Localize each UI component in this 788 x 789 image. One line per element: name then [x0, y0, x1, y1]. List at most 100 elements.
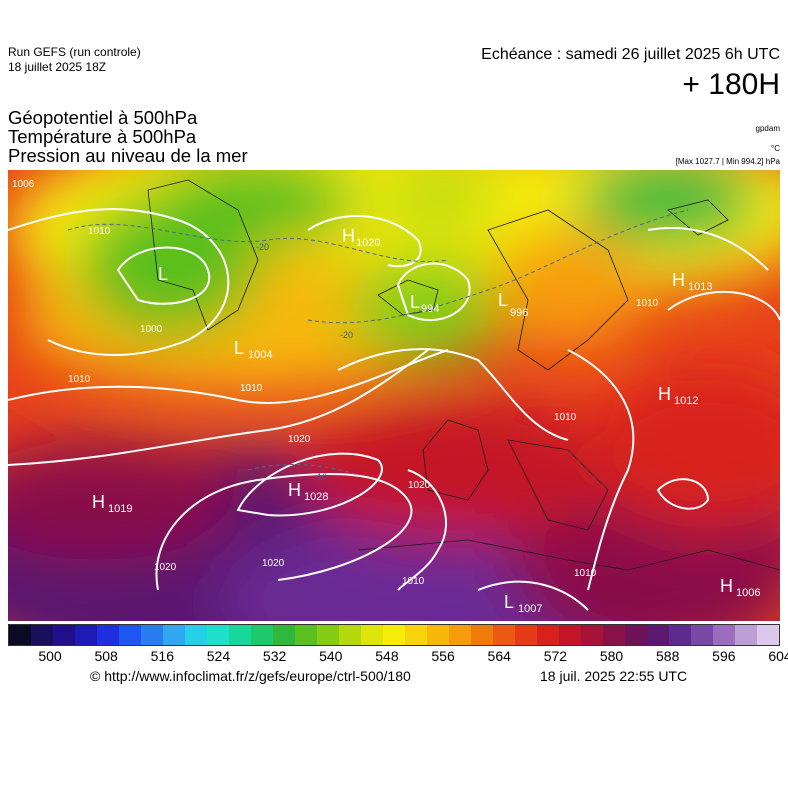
title-geopotential: Géopotentiel à 500hPa [8, 107, 198, 128]
center-h-1006-value: 1006 [736, 587, 760, 599]
colorbar [8, 624, 780, 646]
colorbar-swatch [647, 625, 669, 645]
source-url: © http://www.infoclimat.fr/z/gefs/europe… [90, 668, 411, 684]
center-l-1004-value: 1004 [248, 349, 272, 361]
colorbar-swatch [361, 625, 383, 645]
center-h-1012-value: 1012 [674, 395, 698, 407]
map-titles: Géopotentiel à 500hPa Température à 500h… [8, 108, 248, 165]
colorbar-swatch [735, 625, 757, 645]
colorbar-tick-label: 532 [262, 648, 287, 664]
unit-geopotential: gpdam [755, 124, 780, 133]
unit-pressure: [Max 1027.7 | Min 994.2] hPa [675, 157, 780, 166]
center-h-1028-letter: H [288, 480, 301, 500]
isobar-label: 1010 [574, 568, 597, 579]
colorbar-tick-label: 564 [487, 648, 511, 664]
colorbar-tick-label: 572 [543, 648, 568, 664]
colorbar-swatch [383, 625, 405, 645]
colorbar-swatch [603, 625, 625, 645]
run-label: Run GEFS (run controle) [8, 45, 141, 59]
isotherm-label: -20 [256, 242, 269, 252]
center-l-1004-letter: L [234, 338, 244, 358]
center-h-1019-letter: H [92, 492, 105, 512]
center-h-1012-letter: H [658, 384, 671, 404]
center-l-994-value: 994 [421, 303, 439, 315]
isobar-label: 1010 [240, 383, 263, 394]
center-h-1013-value: 1013 [688, 281, 712, 293]
colorbar-tick-label: 508 [94, 648, 118, 664]
colorbar-swatch [515, 625, 537, 645]
center-h-1019-value: 1019 [108, 503, 132, 515]
colorbar-swatch [229, 625, 251, 645]
isobar-label: 1006 [12, 179, 35, 190]
map-labels: H 1020 L 994 H 1013 H 1012 H 1019 H 1028… [12, 179, 760, 615]
isobar-label: 1020 [288, 434, 311, 445]
colorbar-swatch [713, 625, 735, 645]
isobar-label: 1020 [154, 562, 177, 573]
colorbar-tick-label: 604 [768, 648, 788, 664]
colorbar-swatch [339, 625, 361, 645]
isobar-label: 1000 [140, 324, 163, 335]
colorbar-swatch [691, 625, 713, 645]
colorbar-tick-label: 580 [599, 648, 624, 664]
center-h-1006-letter: H [720, 576, 733, 596]
isotherms [67, 209, 689, 476]
isotherm-label: -20 [340, 330, 353, 340]
colorbar-swatch [207, 625, 229, 645]
center-h-1020-letter: H [342, 226, 355, 246]
colorbar-swatch [163, 625, 185, 645]
colorbar-swatch [53, 625, 75, 645]
colorbar-tick-label: 540 [319, 648, 343, 664]
colorbar-swatch [449, 625, 471, 645]
isobar-label: 1010 [68, 374, 91, 385]
colorbar-tick-label: 588 [656, 648, 680, 664]
isotherm-label: -10 [314, 472, 327, 482]
colorbar-ticks: 500 508 516 524 532 540 548 556 564 572 580 588 596 6… [8, 648, 788, 666]
colorbar-tick-label: 500 [38, 648, 62, 664]
colorbar-swatch [317, 625, 339, 645]
colorbar-swatch [295, 625, 317, 645]
center-h-1013-letter: H [672, 270, 685, 290]
weather-map: H 1020 L 994 H 1013 H 1012 H 1019 H 1028… [8, 170, 780, 621]
unit-temperature: °C [771, 144, 780, 153]
isobar-label: 1010 [402, 576, 425, 587]
colorbar-swatch [493, 625, 515, 645]
colorbar-swatch [97, 625, 119, 645]
colorbar-tick-label: 516 [150, 648, 174, 664]
colorbar-swatch [581, 625, 603, 645]
isobar-label: 1020 [262, 558, 285, 569]
center-l-994-letter: L [410, 292, 420, 312]
center-l-west-letter: L [158, 264, 168, 284]
colorbar-swatch [75, 625, 97, 645]
colorbar-swatch [471, 625, 493, 645]
colorbar-swatch [9, 625, 31, 645]
colorbar-swatch [141, 625, 163, 645]
colorbar-swatch [427, 625, 449, 645]
title-pressure: Pression au niveau de la mer [8, 145, 248, 166]
title-temperature: Température à 500hPa [8, 126, 197, 147]
center-h-1020-value: 1020 [356, 237, 380, 249]
center-l-996-value: 996 [510, 307, 528, 319]
colorbar-tick-label: 524 [206, 648, 231, 664]
colorbar-swatch [559, 625, 581, 645]
colorbar-swatch [757, 625, 779, 645]
colorbar-tick-label: 556 [431, 648, 455, 664]
isobar-label: 1010 [554, 412, 577, 423]
center-h-1028-value: 1028 [304, 491, 328, 503]
colorbar-swatches [8, 624, 780, 646]
isobar-label: 1020 [408, 480, 431, 491]
center-l-996-letter: L [498, 290, 508, 310]
isobar-label: 1010 [88, 226, 111, 237]
colorbar-swatch [31, 625, 53, 645]
colorbar-swatch [537, 625, 559, 645]
echeance-label: Echéance : samedi 26 juillet 2025 6h UTC [481, 46, 780, 63]
colorbar-swatch [669, 625, 691, 645]
isobars [8, 208, 780, 611]
center-l-1007-value: 1007 [518, 603, 542, 615]
colorbar-swatch [119, 625, 141, 645]
colorbar-swatch [185, 625, 207, 645]
forecast-hour: + 180H [682, 68, 780, 101]
geopotential-field [8, 170, 780, 621]
run-date: 18 juillet 2025 18Z [8, 60, 107, 74]
colorbar-swatch [405, 625, 427, 645]
colorbar-swatch [625, 625, 647, 645]
